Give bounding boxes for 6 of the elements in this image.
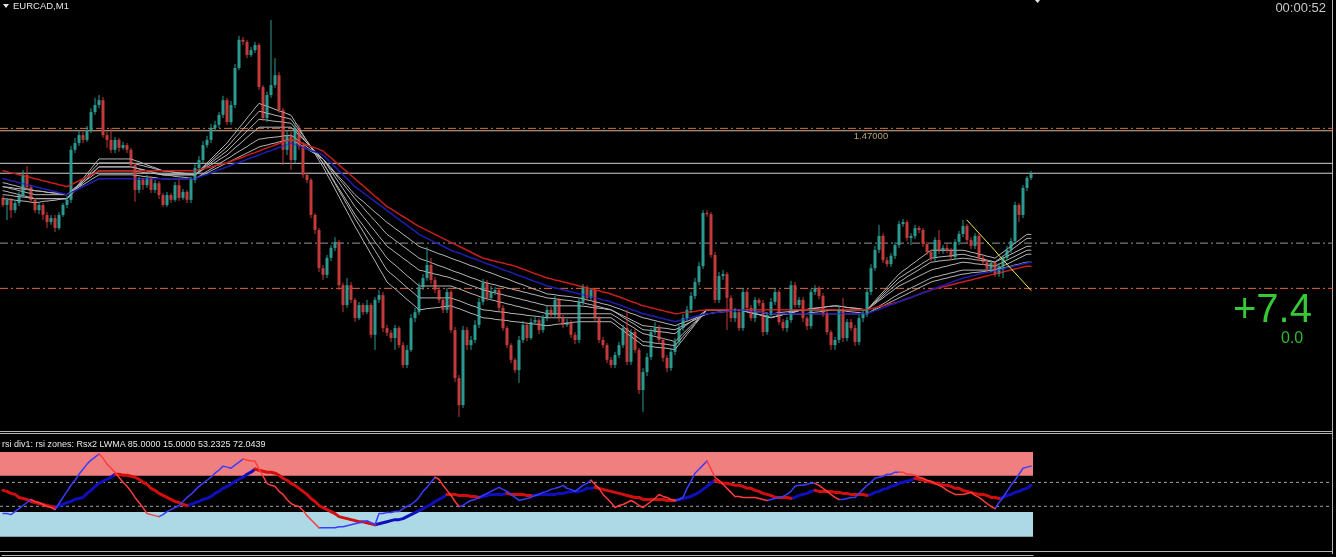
chart-title: rsi div1: rsi zones: Rsx2 LWMA 85.0000 15.0000 53.2325 72.0439 bbox=[2, 439, 266, 449]
chart-title: EURCAD,M1 bbox=[13, 0, 69, 11]
text: +7.4 bbox=[1233, 286, 1312, 330]
text: 00:00:52 bbox=[1275, 0, 1326, 15]
annotation: 1.47000 bbox=[853, 130, 889, 141]
text: 0.0 bbox=[1281, 329, 1304, 346]
